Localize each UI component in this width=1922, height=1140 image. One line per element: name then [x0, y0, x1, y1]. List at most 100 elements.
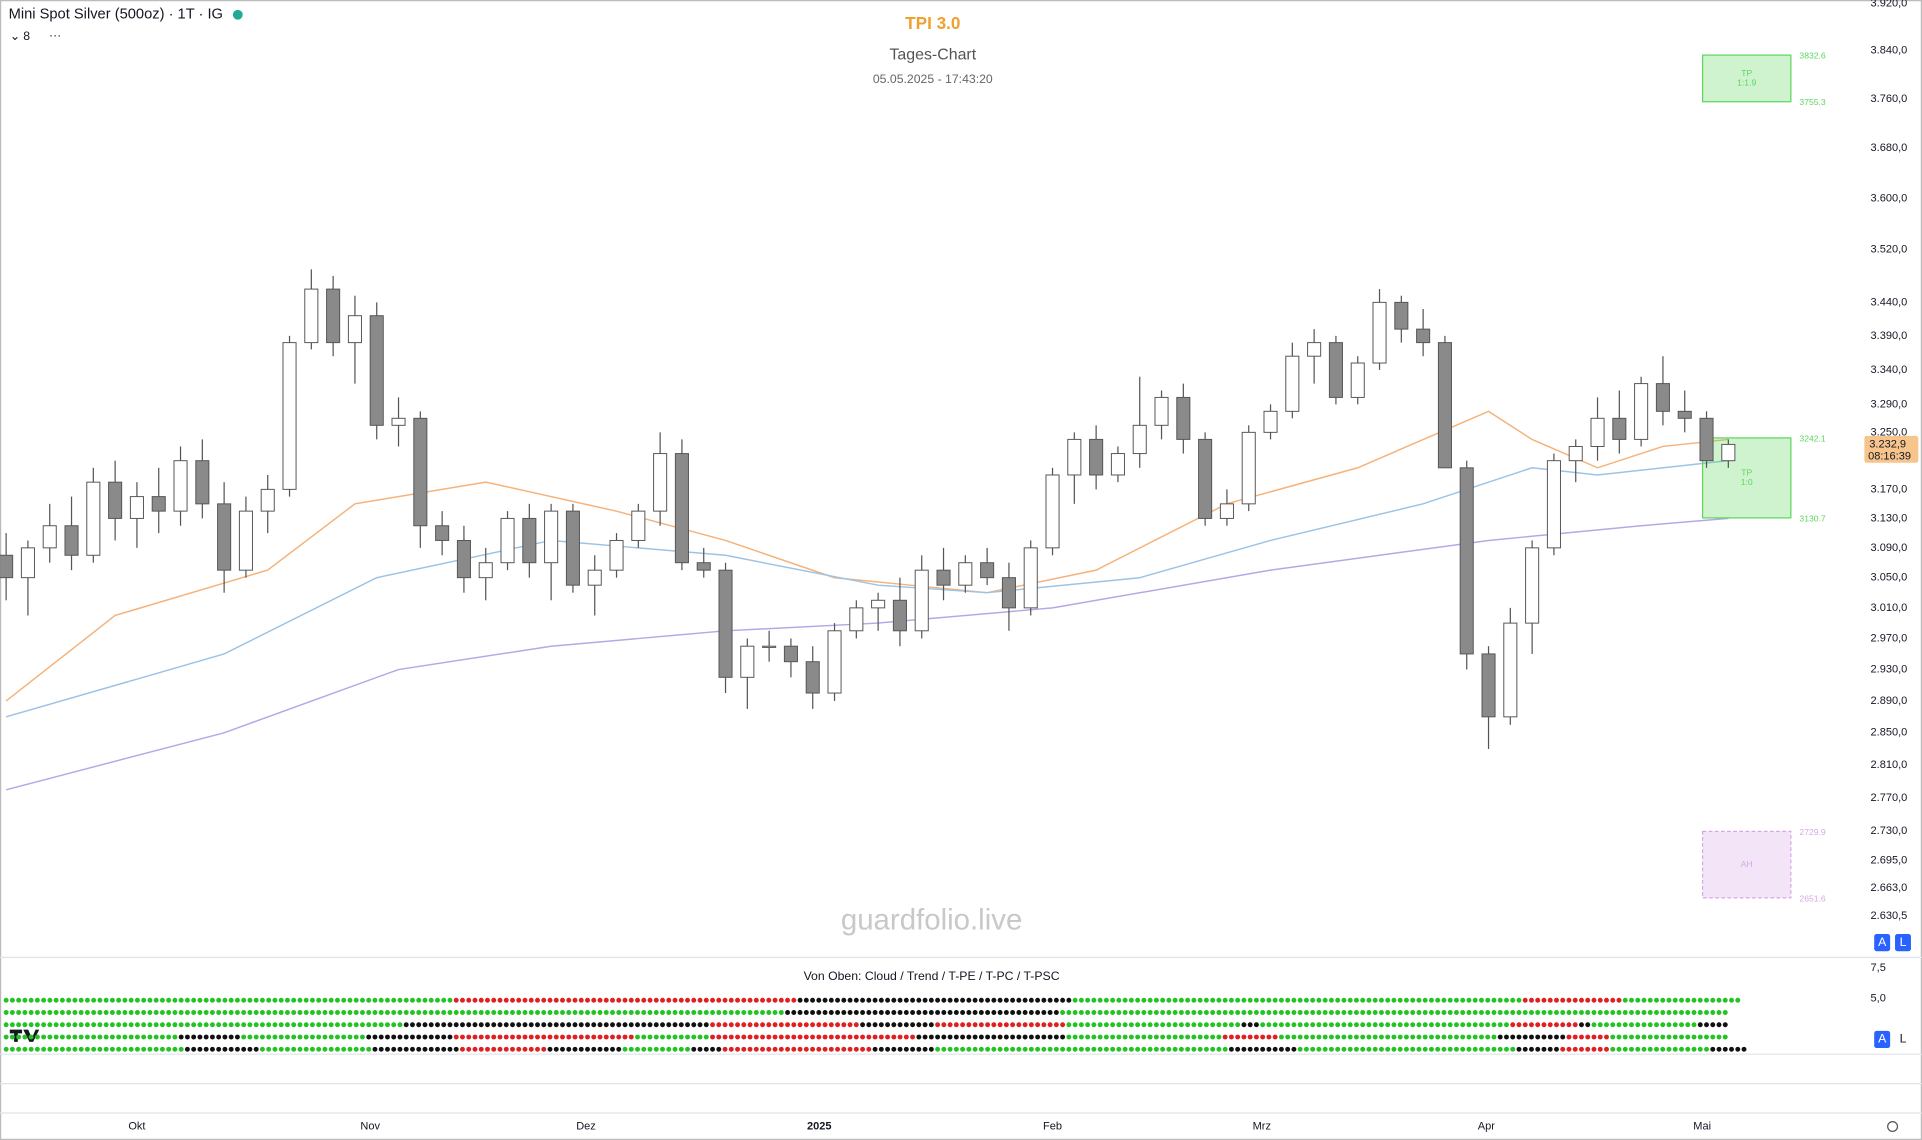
scale-button[interactable]: [1874, 934, 1891, 952]
scale-button-label[interactable]: A: [1878, 1032, 1887, 1046]
signal-dot: [691, 1022, 697, 1028]
signal-dot: [1178, 1010, 1184, 1015]
signal-dot: [97, 1022, 103, 1028]
signal-dot: [628, 1022, 634, 1028]
signal-dot: [1672, 1046, 1678, 1052]
signal-dot: [1585, 1046, 1591, 1052]
signal-dot: [1116, 1010, 1122, 1015]
scale-button-label[interactable]: A: [1878, 935, 1887, 949]
signal-dot: [766, 1034, 772, 1040]
signal-dot: [935, 1022, 941, 1028]
candle-body: [936, 569, 951, 586]
more-menu[interactable]: ···: [49, 28, 61, 42]
signal-dot: [1604, 1046, 1609, 1052]
candle-body: [1263, 410, 1278, 433]
signal-dot: [697, 997, 703, 1003]
signal-dot: [385, 1010, 390, 1015]
signal-dot: [1335, 997, 1341, 1003]
signal-dot: [1278, 997, 1284, 1003]
signal-dot: [1616, 1010, 1622, 1015]
signal-dot: [778, 1046, 784, 1052]
scale-button[interactable]: [1895, 934, 1911, 952]
signal-dot: [1629, 1046, 1634, 1052]
y-tick-label: 3.340,0: [1871, 364, 1908, 376]
signal-dot: [741, 1010, 747, 1015]
signal-dot: [903, 1022, 909, 1028]
signal-dot: [360, 997, 365, 1003]
signal-dot: [528, 1010, 534, 1015]
signal-dot: [1616, 1022, 1622, 1028]
signal-dot: [597, 1034, 603, 1040]
signal-dot: [1666, 1046, 1672, 1052]
signal-dot: [1378, 997, 1384, 1003]
signal-dot: [59, 1022, 65, 1028]
signal-dot: [1629, 997, 1634, 1003]
signal-dot: [347, 997, 353, 1003]
signal-dot: [741, 997, 747, 1003]
signal-dot: [878, 1010, 884, 1015]
interval-badge[interactable]: 8: [23, 29, 30, 43]
signal-dot: [1485, 1010, 1491, 1015]
signal-dot: [766, 1010, 772, 1015]
signal-dot: [1597, 1046, 1603, 1052]
signal-dot: [1591, 1010, 1597, 1015]
signal-dot: [91, 1022, 97, 1028]
signal-dot: [297, 1034, 303, 1040]
signal-dot: [897, 1010, 903, 1015]
signal-dot: [278, 1034, 284, 1040]
signal-dot: [1716, 997, 1722, 1003]
signal-dot: [966, 1010, 972, 1015]
signal-dot: [522, 997, 528, 1003]
signal-dot: [197, 1010, 203, 1015]
signal-dot: [891, 1022, 897, 1028]
signal-dot: [78, 1046, 84, 1052]
signal-dot: [335, 1034, 340, 1040]
signal-dot: [947, 997, 953, 1003]
signal-dot: [1128, 1010, 1134, 1015]
signal-dot: [878, 1022, 884, 1028]
signal-dot: [1704, 1022, 1709, 1028]
candle-body: [478, 562, 493, 579]
signal-dot: [259, 1010, 265, 1015]
signal-dot: [1041, 997, 1047, 1003]
signal-dot: [697, 1010, 703, 1015]
signal-dot: [1216, 1034, 1222, 1040]
candle-body: [1568, 445, 1583, 462]
signal-dot: [59, 1010, 65, 1015]
signal-dot: [1679, 1034, 1684, 1040]
signal-dot: [497, 1046, 503, 1052]
scale-button-label[interactable]: L: [1900, 1032, 1907, 1046]
scale-button[interactable]: [1874, 1030, 1891, 1049]
signal-dot: [685, 1010, 690, 1015]
signal-dot: [666, 1010, 672, 1015]
signal-dot: [1397, 1022, 1403, 1028]
signal-dot: [935, 1046, 941, 1052]
signal-dot: [1691, 1034, 1697, 1040]
signal-dot: [1504, 1046, 1509, 1052]
signal-dot: [1366, 1046, 1372, 1052]
signal-dot: [134, 1034, 140, 1040]
signal-dot: [328, 997, 334, 1003]
signal-dot: [1466, 1010, 1472, 1015]
signal-dot: [753, 1034, 759, 1040]
signal-dot: [410, 1034, 415, 1040]
signal-dot: [491, 1046, 497, 1052]
y-tick-label: 3.010,0: [1871, 602, 1908, 614]
signal-dot: [1510, 1034, 1516, 1040]
signal-dot: [591, 1034, 597, 1040]
signal-dot: [1228, 997, 1234, 1003]
zone: [1701, 437, 1792, 519]
scale-button-label[interactable]: L: [1900, 935, 1907, 949]
signal-dot: [1604, 1022, 1609, 1028]
signal-dot: [478, 1046, 484, 1052]
signal-dot: [453, 1010, 459, 1015]
signal-dot: [422, 1046, 428, 1052]
signal-dot: [1391, 1046, 1397, 1052]
signal-dot: [960, 997, 966, 1003]
signal-dot: [1654, 1022, 1659, 1028]
collapse-icon[interactable]: ⌄: [10, 29, 20, 43]
settings-icon[interactable]: [1887, 1120, 1899, 1133]
signal-dot: [916, 1034, 922, 1040]
scale-button[interactable]: [1895, 1030, 1911, 1049]
signal-dot: [678, 1034, 684, 1040]
